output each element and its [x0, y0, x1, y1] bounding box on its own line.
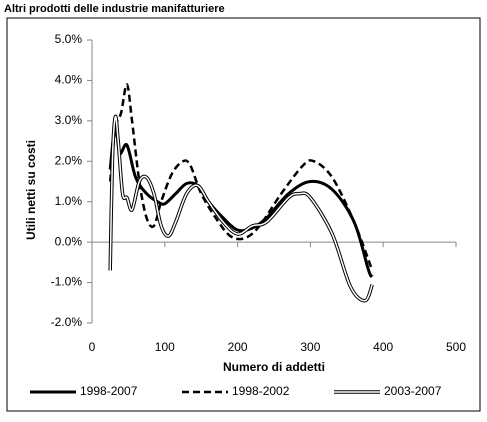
y-tick-label: 0.0%	[55, 234, 83, 248]
x-tick-label: 200	[228, 340, 248, 354]
y-tick-label: 4.0%	[55, 73, 83, 87]
chart-title: Altri prodotti delle industrie manifattu…	[4, 3, 225, 15]
x-tick-label: 0	[89, 340, 96, 354]
x-tick-label: 400	[373, 340, 393, 354]
legend-label: 1998-2007	[80, 384, 138, 398]
x-tick-label: 100	[155, 340, 175, 354]
y-tick-label: 5.0%	[55, 32, 83, 46]
legend-label: 1998-2002	[232, 384, 290, 398]
series-line-inner	[109, 115, 373, 302]
y-tick-label: -1.0%	[51, 275, 83, 289]
x-tick-label: 300	[300, 340, 320, 354]
legend-label: 2003-2007	[384, 384, 442, 398]
y-tick-label: 2.0%	[55, 153, 83, 167]
x-axis-label: Numero di addetti	[223, 360, 325, 374]
y-tick-label: 3.0%	[55, 113, 83, 127]
y-axis-label: Utili netti su costi	[24, 140, 38, 240]
series-line	[108, 83, 374, 271]
y-tick-label: 1.0%	[55, 194, 83, 208]
y-tick-label: -2.0%	[51, 315, 83, 329]
x-tick-label: 500	[446, 340, 466, 354]
chart-border	[6, 17, 481, 412]
